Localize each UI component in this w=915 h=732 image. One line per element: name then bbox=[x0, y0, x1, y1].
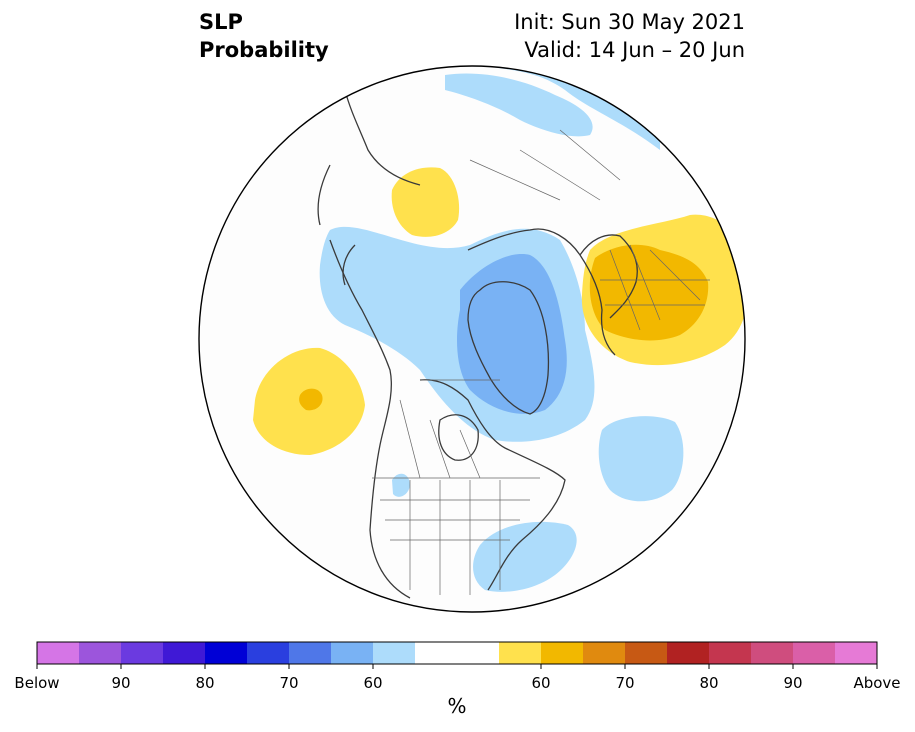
init-date: Init: Sun 30 May 2021 bbox=[514, 10, 745, 34]
colorbar-cell bbox=[121, 642, 164, 664]
colorbar-unit: % bbox=[447, 694, 467, 718]
siberia-below bbox=[445, 73, 593, 137]
probability-colorbar bbox=[36, 641, 878, 669]
colorbar-tick-label: 60 bbox=[363, 674, 383, 692]
colorbar-cell bbox=[835, 642, 878, 664]
chart-title: SLP Probability bbox=[199, 8, 329, 64]
colorbar-tick-label: Below bbox=[14, 674, 60, 692]
colorbar-cell bbox=[331, 642, 374, 664]
colorbar-cell bbox=[373, 642, 416, 664]
colorbar-cell bbox=[751, 642, 794, 664]
greenland-below bbox=[457, 254, 567, 414]
rockies-below bbox=[392, 473, 410, 497]
probability-map bbox=[198, 65, 746, 613]
colorbar-cell bbox=[247, 642, 290, 664]
colorbar-cell bbox=[583, 642, 626, 664]
us-east-coast-below bbox=[473, 521, 577, 592]
colorbar-tick-label: 80 bbox=[699, 674, 719, 692]
product-name: Probability bbox=[199, 38, 329, 62]
colorbar-tick-label: 90 bbox=[783, 674, 803, 692]
date-info: Init: Sun 30 May 2021 Valid: 14 Jun – 20… bbox=[514, 8, 745, 64]
colorbar-tick-label: 90 bbox=[111, 674, 131, 692]
shading-layer bbox=[253, 66, 745, 592]
colorbar-cell bbox=[625, 642, 668, 664]
colorbar-cell bbox=[205, 642, 248, 664]
variable-name: SLP bbox=[199, 10, 243, 34]
greenland-coast bbox=[467, 281, 550, 415]
canada-provinces bbox=[399, 379, 500, 479]
colorbar-frame bbox=[36, 641, 878, 665]
globe-outline bbox=[198, 65, 746, 613]
colorbar-tick-label: Above bbox=[853, 674, 901, 692]
colorbar-cell bbox=[415, 642, 458, 664]
colorbar-cell bbox=[37, 642, 80, 664]
north-atlantic-below bbox=[598, 416, 684, 502]
colorbar-tick-label: 60 bbox=[531, 674, 551, 692]
valid-range: Valid: 14 Jun – 20 Jun bbox=[524, 38, 745, 62]
us-states-grid bbox=[380, 480, 530, 595]
east-asia-above bbox=[391, 167, 460, 237]
gulf-of-alaska-above-core bbox=[299, 388, 323, 411]
colorbar-cell bbox=[79, 642, 122, 664]
colorbar-cell bbox=[289, 642, 332, 664]
colorbar-tick-label: 70 bbox=[279, 674, 299, 692]
borders bbox=[372, 129, 710, 595]
colorbar-ticks bbox=[36, 664, 878, 669]
coastlines bbox=[317, 89, 638, 599]
colorbar-cell bbox=[457, 642, 500, 664]
colorbar-cell bbox=[793, 642, 836, 664]
colorbar-cell bbox=[163, 642, 206, 664]
europe-borders bbox=[600, 244, 710, 331]
east-asia-coast bbox=[317, 164, 356, 286]
north-america-coast bbox=[329, 239, 566, 599]
colorbar-tick-label: 80 bbox=[195, 674, 215, 692]
hudson-bay-coast bbox=[438, 414, 479, 461]
colorbar-cell bbox=[541, 642, 584, 664]
colorbar-cell bbox=[709, 642, 752, 664]
colorbar-cell bbox=[667, 642, 710, 664]
colorbar-cell bbox=[499, 642, 542, 664]
russia-borders bbox=[469, 129, 621, 201]
colorbar-tick-label: 70 bbox=[615, 674, 635, 692]
colorbar-cells bbox=[37, 642, 878, 664]
